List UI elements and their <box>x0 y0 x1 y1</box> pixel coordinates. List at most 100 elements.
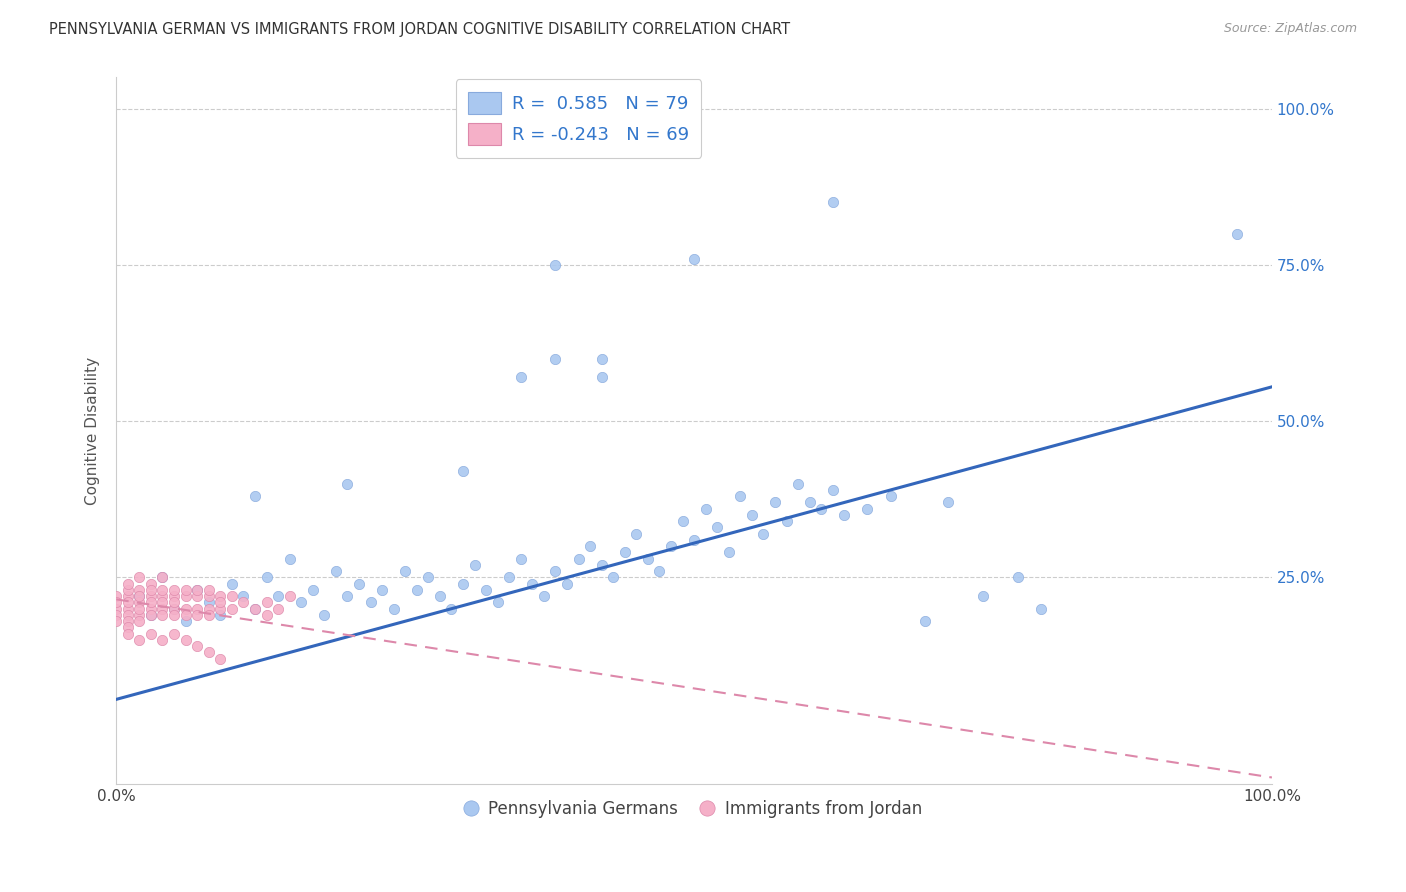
Point <box>683 252 706 266</box>
Legend: Pennsylvania Germans, Immigrants from Jordan: Pennsylvania Germans, Immigrants from Jo… <box>460 794 928 825</box>
Point <box>360 595 382 609</box>
Point <box>440 601 463 615</box>
Text: PENNSYLVANIA GERMAN VS IMMIGRANTS FROM JORDAN COGNITIVE DISABILITY CORRELATION C: PENNSYLVANIA GERMAN VS IMMIGRANTS FROM J… <box>49 22 790 37</box>
Point <box>152 589 174 603</box>
Point <box>405 582 427 597</box>
Point <box>555 576 578 591</box>
Point <box>591 370 613 384</box>
Point <box>533 589 555 603</box>
Point <box>128 582 150 597</box>
Point <box>591 558 613 572</box>
Point <box>325 564 347 578</box>
Point <box>1007 570 1029 584</box>
Point <box>163 607 186 622</box>
Point <box>509 370 531 384</box>
Point <box>197 589 219 603</box>
Point <box>174 607 197 622</box>
Point <box>486 595 509 609</box>
Point <box>267 601 290 615</box>
Point <box>128 607 150 622</box>
Point <box>139 626 162 640</box>
Point <box>451 576 474 591</box>
Point <box>544 564 567 578</box>
Point <box>232 595 254 609</box>
Point <box>683 533 706 547</box>
Point <box>174 614 197 628</box>
Point <box>602 570 624 584</box>
Y-axis label: Cognitive Disability: Cognitive Disability <box>86 357 100 505</box>
Point <box>152 601 174 615</box>
Point <box>105 614 128 628</box>
Point <box>209 595 232 609</box>
Point <box>117 582 139 597</box>
Point <box>117 614 139 628</box>
Point <box>105 601 128 615</box>
Point <box>174 632 197 647</box>
Point <box>648 564 671 578</box>
Point <box>209 589 232 603</box>
Point <box>117 607 139 622</box>
Point <box>128 589 150 603</box>
Point <box>695 501 717 516</box>
Point <box>336 476 359 491</box>
Point <box>186 582 208 597</box>
Point <box>152 595 174 609</box>
Point <box>591 351 613 366</box>
Point <box>347 576 370 591</box>
Point <box>522 576 544 591</box>
Point <box>152 570 174 584</box>
Point <box>197 595 219 609</box>
Point <box>221 589 243 603</box>
Point <box>243 601 266 615</box>
Point <box>139 607 162 622</box>
Point <box>128 570 150 584</box>
Point <box>787 476 810 491</box>
Point <box>741 508 763 522</box>
Point <box>128 595 150 609</box>
Point <box>775 514 797 528</box>
Point <box>197 645 219 659</box>
Point <box>394 564 416 578</box>
Point <box>382 601 405 615</box>
Point <box>371 582 394 597</box>
Point <box>186 639 208 653</box>
Point <box>821 483 844 497</box>
Point <box>810 501 832 516</box>
Point <box>278 551 301 566</box>
Point <box>139 607 162 622</box>
Point <box>221 601 243 615</box>
Point <box>936 495 959 509</box>
Point <box>429 589 451 603</box>
Point <box>139 589 162 603</box>
Point <box>834 508 856 522</box>
Point <box>671 514 693 528</box>
Point <box>290 595 312 609</box>
Point <box>152 570 174 584</box>
Point <box>626 526 648 541</box>
Point <box>579 539 602 553</box>
Point <box>914 614 936 628</box>
Point <box>314 607 336 622</box>
Point <box>232 589 254 603</box>
Point <box>163 626 186 640</box>
Point <box>567 551 589 566</box>
Point <box>463 558 485 572</box>
Point <box>1226 227 1249 241</box>
Point <box>1029 601 1052 615</box>
Point <box>267 589 290 603</box>
Point <box>152 632 174 647</box>
Point <box>278 589 301 603</box>
Point <box>659 539 682 553</box>
Point <box>301 582 323 597</box>
Point <box>163 582 186 597</box>
Point <box>509 551 531 566</box>
Point <box>163 601 186 615</box>
Point <box>209 607 232 622</box>
Point <box>637 551 659 566</box>
Point <box>730 489 752 503</box>
Point <box>139 582 162 597</box>
Point <box>752 526 775 541</box>
Point <box>117 601 139 615</box>
Point <box>197 607 219 622</box>
Point <box>105 595 128 609</box>
